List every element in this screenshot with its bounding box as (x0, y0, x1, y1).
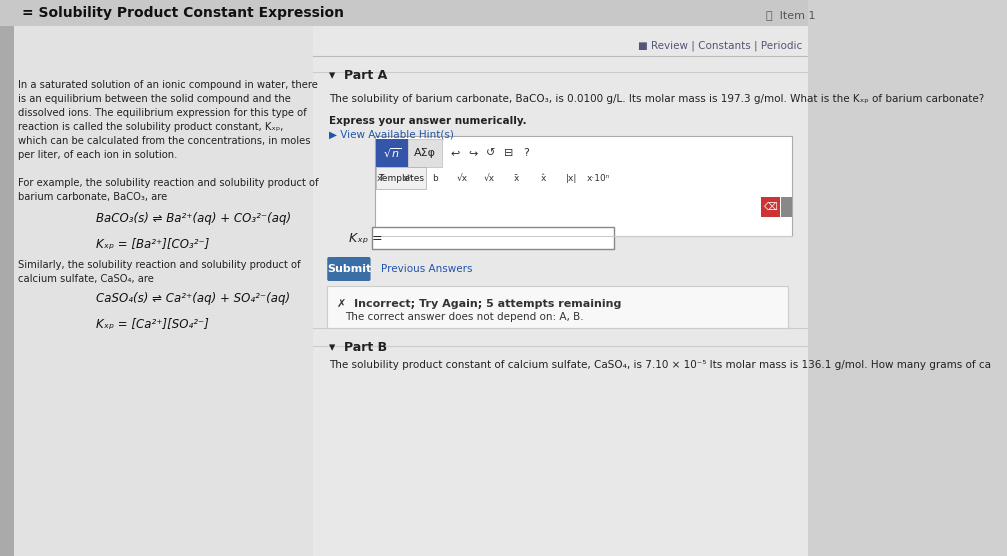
Text: Templates: Templates (378, 173, 424, 182)
Text: ↩: ↩ (451, 148, 460, 158)
Text: AΣφ: AΣφ (414, 148, 436, 158)
FancyBboxPatch shape (408, 139, 442, 167)
Text: x̂: x̂ (541, 173, 547, 182)
FancyBboxPatch shape (0, 26, 313, 556)
Text: ▾  Part B: ▾ Part B (329, 341, 387, 354)
FancyBboxPatch shape (373, 227, 614, 249)
Text: ✗  Incorrect; Try Again; 5 attempts remaining: ✗ Incorrect; Try Again; 5 attempts remai… (337, 299, 621, 309)
Text: reaction is called the solubility product constant, Kₓₚ,: reaction is called the solubility produc… (18, 122, 283, 132)
Text: The correct answer does not depend on: A, B.: The correct answer does not depend on: A… (344, 312, 583, 322)
FancyBboxPatch shape (376, 136, 793, 236)
Text: ⊟: ⊟ (504, 148, 514, 158)
Text: ↺: ↺ (486, 148, 495, 158)
Text: Previous Answers: Previous Answers (381, 264, 472, 274)
Text: ▾  Part A: ▾ Part A (329, 69, 387, 82)
Text: Express your answer numerically.: Express your answer numerically. (329, 116, 527, 126)
Text: b: b (432, 173, 438, 182)
Text: Kₓₚ = [Ba²⁺][CO₃²⁻]: Kₓₚ = [Ba²⁺][CO₃²⁻] (97, 238, 209, 251)
Text: Similarly, the solubility reaction and solubility product of: Similarly, the solubility reaction and s… (18, 260, 300, 270)
FancyBboxPatch shape (313, 26, 808, 556)
Text: x̄: x̄ (514, 173, 520, 182)
FancyBboxPatch shape (377, 139, 408, 167)
FancyBboxPatch shape (327, 286, 787, 328)
Text: x·10ⁿ: x·10ⁿ (587, 173, 610, 182)
Text: ⌫: ⌫ (764, 202, 777, 212)
Text: is an equilibrium between the solid compound and the: is an equilibrium between the solid comp… (18, 94, 291, 104)
FancyBboxPatch shape (0, 26, 14, 556)
Text: per liter, of each ion in solution.: per liter, of each ion in solution. (18, 150, 177, 160)
Text: calcium sulfate, CaSO₄, are: calcium sulfate, CaSO₄, are (18, 274, 153, 284)
FancyBboxPatch shape (781, 197, 793, 217)
Text: Kₓₚ =: Kₓₚ = (348, 231, 383, 245)
Text: CaSO₄(s) ⇌ Ca²⁺(aq) + SO₄²⁻(aq): CaSO₄(s) ⇌ Ca²⁺(aq) + SO₄²⁻(aq) (97, 292, 290, 305)
Text: |x|: |x| (565, 173, 577, 182)
FancyBboxPatch shape (0, 0, 808, 26)
FancyBboxPatch shape (327, 257, 371, 281)
Text: ↪: ↪ (468, 148, 478, 158)
Text: which can be calculated from the concentrations, in moles: which can be calculated from the concent… (18, 136, 310, 146)
Text: √x: √x (483, 173, 494, 182)
Text: The solubility product constant of calcium sulfate, CaSO₄, is 7.10 × 10⁻⁵ Its mo: The solubility product constant of calci… (329, 360, 991, 370)
Text: √x: √x (456, 173, 467, 182)
FancyBboxPatch shape (761, 197, 780, 217)
Text: For example, the solubility reaction and solubility product of: For example, the solubility reaction and… (18, 178, 318, 188)
Text: xᵇ: xᵇ (403, 173, 412, 182)
FancyBboxPatch shape (377, 167, 426, 189)
Text: Submit: Submit (326, 264, 371, 274)
Text: The solubility of barium carbonate, BaCO₃, is 0.0100 g/L. Its molar mass is 197.: The solubility of barium carbonate, BaCO… (329, 94, 984, 104)
Text: In a saturated solution of an ionic compound in water, there: In a saturated solution of an ionic comp… (18, 80, 317, 90)
Text: ■ Review | Constants | Periodic: ■ Review | Constants | Periodic (637, 41, 802, 51)
Text: x': x' (377, 173, 384, 182)
Text: barium carbonate, BaCO₃, are: barium carbonate, BaCO₃, are (18, 192, 167, 202)
Text: dissolved ions. The equilibrium expression for this type of: dissolved ions. The equilibrium expressi… (18, 108, 306, 118)
Text: Kₓₚ = [Ca²⁺][SO₄²⁻]: Kₓₚ = [Ca²⁺][SO₄²⁻] (97, 318, 209, 331)
Text: 〈  Item 1: 〈 Item 1 (766, 10, 816, 20)
Text: ?: ? (524, 148, 529, 158)
Text: $\sqrt{n}$: $\sqrt{n}$ (383, 146, 402, 160)
Text: = Solubility Product Constant Expression: = Solubility Product Constant Expression (22, 6, 344, 20)
Text: ▶ View Available Hint(s): ▶ View Available Hint(s) (329, 129, 454, 139)
Text: BaCO₃(s) ⇌ Ba²⁺(aq) + CO₃²⁻(aq): BaCO₃(s) ⇌ Ba²⁺(aq) + CO₃²⁻(aq) (97, 212, 291, 225)
